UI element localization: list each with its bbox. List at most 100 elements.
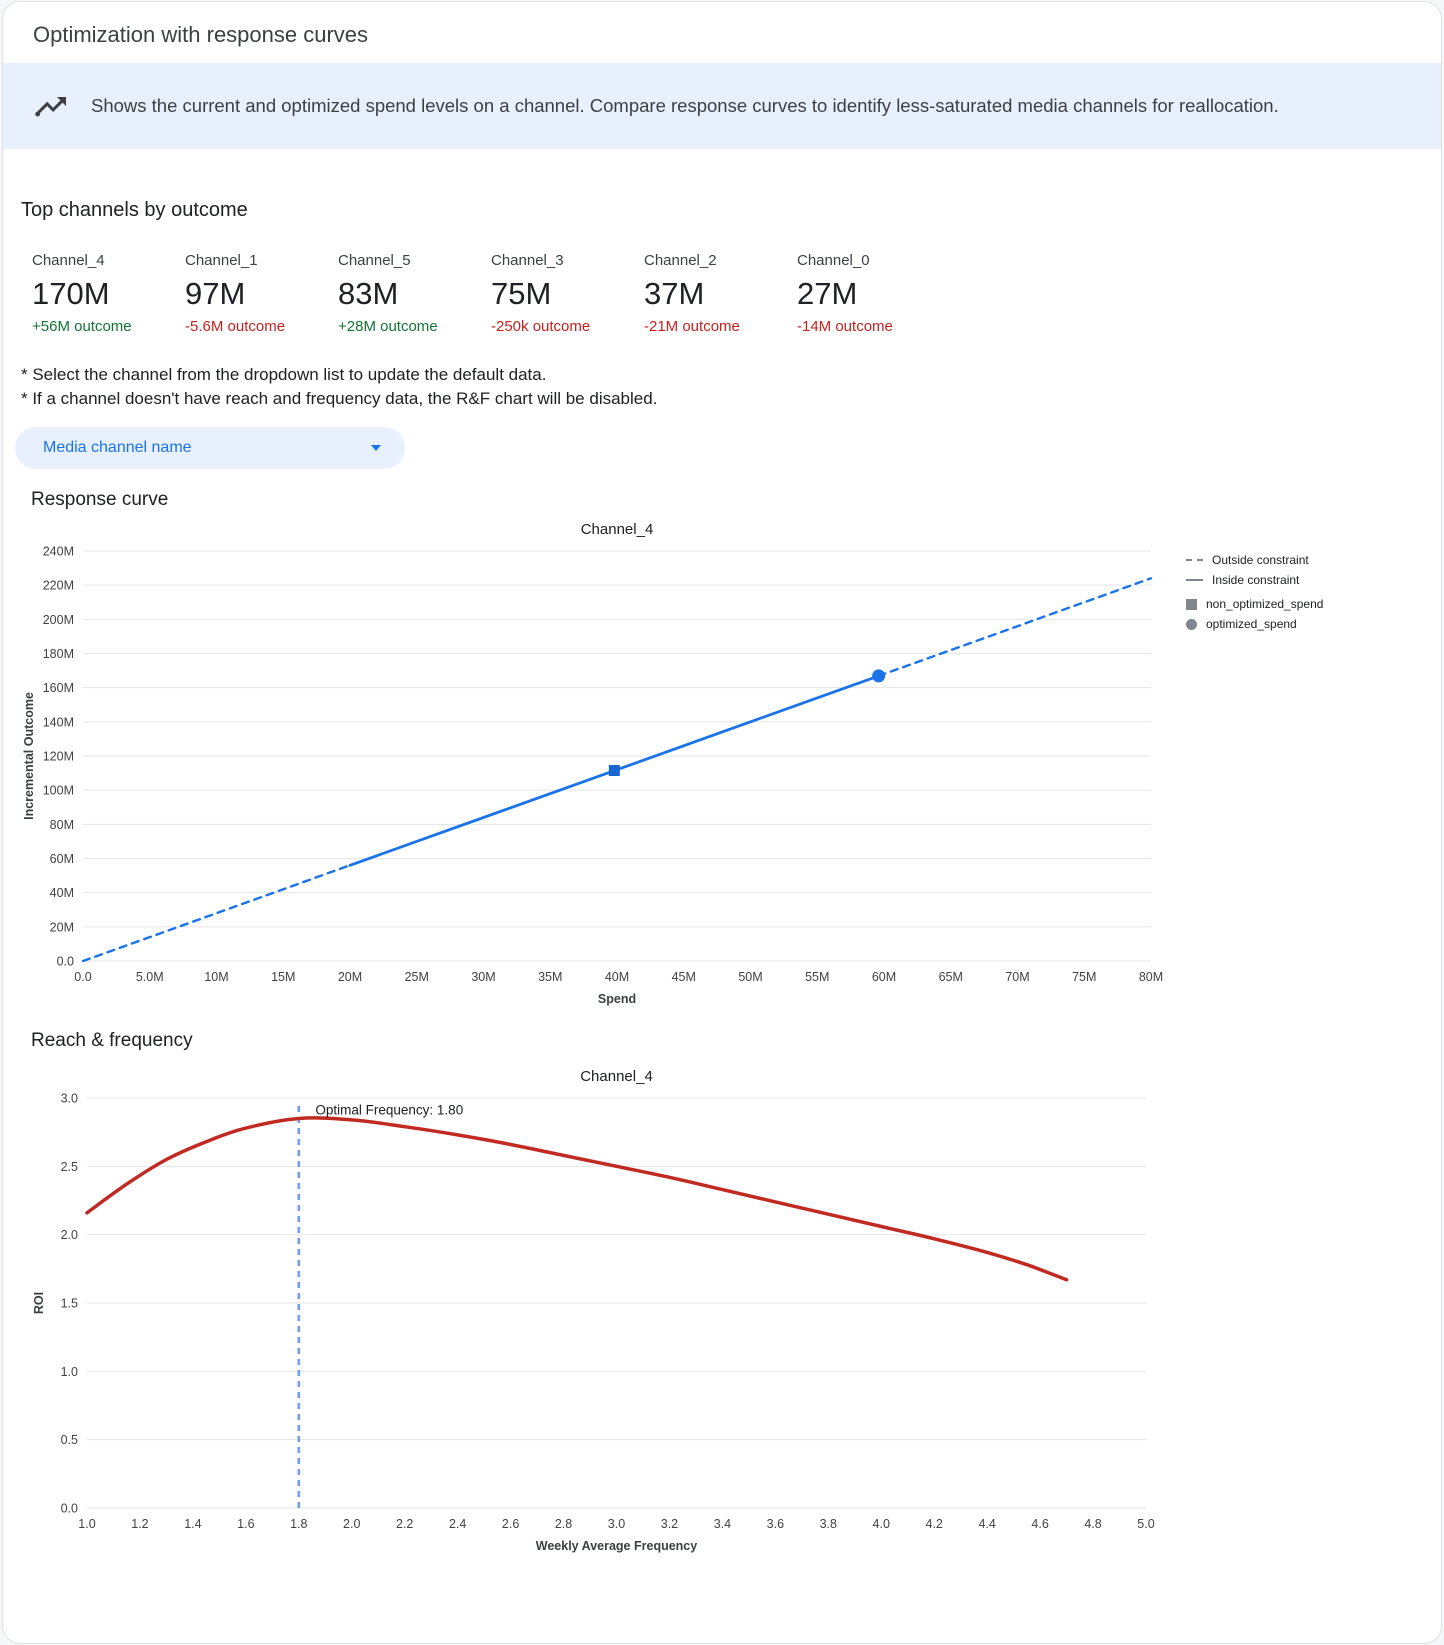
svg-text:70M: 70M (1005, 970, 1029, 984)
svg-text:3.2: 3.2 (661, 1517, 678, 1531)
svg-text:3.6: 3.6 (767, 1517, 784, 1531)
non_optimized_spend (608, 765, 620, 777)
svg-text:10M: 10M (204, 970, 228, 984)
svg-text:160M: 160M (43, 681, 74, 695)
banner-text: Shows the current and optimized spend le… (91, 95, 1279, 116)
scorecard-delta: +28M outcome (338, 318, 438, 335)
svg-text:3.4: 3.4 (714, 1517, 731, 1531)
svg-text:240M: 240M (43, 545, 74, 559)
svg-text:5.0M: 5.0M (136, 970, 164, 984)
scorecard-channel: Channel_2 (644, 252, 717, 269)
svg-text:2.8: 2.8 (555, 1517, 572, 1531)
svg-text:55M: 55M (805, 970, 829, 984)
square-marker-swatch (1186, 598, 1197, 610)
svg-text:0.0: 0.0 (57, 955, 74, 969)
scorecard-channel: Channel_4 (32, 252, 105, 269)
legend-entry: non_optimized_spend (1186, 597, 1323, 611)
response-curve-heading: Response curve (31, 489, 169, 510)
scorecard-value: 170M (32, 276, 110, 311)
y-axis-label: Incremental Outcome (22, 692, 36, 820)
circle-marker-swatch (1186, 618, 1197, 630)
chevron-down-icon (371, 445, 381, 451)
svg-text:0.0: 0.0 (74, 970, 91, 984)
svg-text:2.0: 2.0 (343, 1517, 360, 1531)
scorecard-delta: -250k outcome (491, 318, 591, 335)
svg-text:50M: 50M (738, 970, 762, 984)
svg-text:180M: 180M (43, 647, 74, 661)
solid-line-swatch (1186, 579, 1203, 581)
x-axis-label: Weekly Average Frequency (536, 1539, 697, 1553)
svg-text:3.0: 3.0 (61, 1092, 78, 1106)
scorecard-value: 83M (338, 276, 399, 311)
annotation: Optimal Frequency: 1.80 (315, 1102, 463, 1117)
svg-text:1.6: 1.6 (237, 1517, 254, 1531)
svg-text:2.0: 2.0 (61, 1228, 78, 1242)
svg-text:60M: 60M (872, 970, 896, 984)
scorecard-value: 75M (491, 276, 552, 311)
svg-text:4.2: 4.2 (926, 1517, 943, 1531)
svg-text:3.0: 3.0 (608, 1517, 625, 1531)
scorecard: Channel_3 75M -250k outcome (491, 252, 644, 335)
outside-constraint-upper (877, 577, 1153, 678)
svg-text:75M: 75M (1072, 970, 1096, 984)
scorecard-delta: +56M outcome (32, 318, 132, 335)
response-curve-chart: 0.0 20M 40M 60M 80M 100M 120M 140M 160M 180M 200M 2… (22, 521, 1163, 1006)
svg-text:60M: 60M (50, 852, 74, 866)
svg-text:80M: 80M (1139, 970, 1163, 984)
top-channels-heading: Top channels by outcome (21, 199, 248, 221)
svg-text:65M: 65M (939, 970, 963, 984)
scorecard-channel: Channel_5 (338, 252, 411, 269)
trending-up-icon (35, 97, 66, 117)
svg-text:100M: 100M (43, 784, 74, 798)
svg-text:2.6: 2.6 (502, 1517, 519, 1531)
scorecard-channel: Channel_0 (797, 252, 870, 269)
svg-text:20M: 20M (338, 970, 362, 984)
chart-legend: Outside constraint Inside constraint non… (1186, 553, 1323, 637)
reach-frequency-heading: Reach & frequency (31, 1030, 193, 1051)
usage-notes: * Select the channel from the dropdown l… (21, 363, 1441, 411)
reach-frequency-chart: 0.0 0.5 1.0 1.5 2.0 2.5 3.0 1.0 1.2 1.4 1.6 1.8 2.0 2… (32, 1068, 1155, 1553)
svg-text:1.0: 1.0 (61, 1365, 78, 1379)
svg-text:4.4: 4.4 (978, 1517, 995, 1531)
svg-text:35M: 35M (538, 970, 562, 984)
roi-by-frequency (85, 1116, 1069, 1282)
reach-frequency-panel: 0.0 0.5 1.0 1.5 2.0 2.5 3.0 1.0 1.2 1.4 1.6 1.8 2.0 2… (3, 1054, 1441, 1567)
note-line: * Select the channel from the dropdown l… (21, 365, 547, 384)
scorecard: Channel_5 83M +28M outcome (338, 252, 491, 335)
svg-text:20M: 20M (50, 920, 74, 934)
optimized_spend (872, 669, 886, 683)
scorecard-value: 97M (185, 276, 246, 311)
svg-text:5.0: 5.0 (1137, 1517, 1154, 1531)
svg-text:1.5: 1.5 (61, 1297, 78, 1311)
scorecard: Channel_4 170M +56M outcome (32, 252, 185, 335)
scorecard: Channel_2 37M -21M outcome (644, 252, 797, 335)
svg-text:2.4: 2.4 (449, 1517, 466, 1531)
svg-text:40M: 40M (50, 886, 74, 900)
svg-text:140M: 140M (43, 715, 74, 729)
svg-text:0.0: 0.0 (61, 1502, 78, 1516)
legend-entry: Inside constraint (1186, 573, 1323, 587)
legend-label: Outside constraint (1212, 553, 1309, 567)
chart-title: Channel_4 (581, 521, 654, 538)
media-channel-dropdown[interactable]: Media channel name (15, 427, 405, 469)
svg-text:4.8: 4.8 (1084, 1517, 1101, 1531)
page-title: Optimization with response curves (33, 22, 369, 47)
scorecard-channel: Channel_1 (185, 252, 258, 269)
svg-text:40M: 40M (605, 970, 629, 984)
scorecard-value: 37M (644, 276, 705, 311)
scorecard: Channel_1 97M -5.6M outcome (185, 252, 338, 335)
scorecard: Channel_0 27M -14M outcome (797, 252, 950, 335)
scorecard-delta: -21M outcome (644, 318, 740, 335)
svg-text:3.8: 3.8 (820, 1517, 837, 1531)
legend-label: optimized_spend (1206, 617, 1297, 631)
svg-text:80M: 80M (50, 818, 74, 832)
legend-label: non_optimized_spend (1206, 597, 1324, 611)
response-curve-panel: 0.0 20M 40M 60M 80M 100M 120M 140M 160M 180M 200M 2… (3, 513, 1441, 1012)
info-banner: Shows the current and optimized spend le… (3, 63, 1441, 149)
svg-text:4.0: 4.0 (873, 1517, 890, 1531)
svg-text:1.4: 1.4 (184, 1517, 201, 1531)
legend-label: Inside constraint (1212, 573, 1300, 587)
dropdown-label: Media channel name (43, 439, 192, 456)
scorecard-delta: -5.6M outcome (185, 318, 286, 335)
svg-text:30M: 30M (471, 970, 495, 984)
